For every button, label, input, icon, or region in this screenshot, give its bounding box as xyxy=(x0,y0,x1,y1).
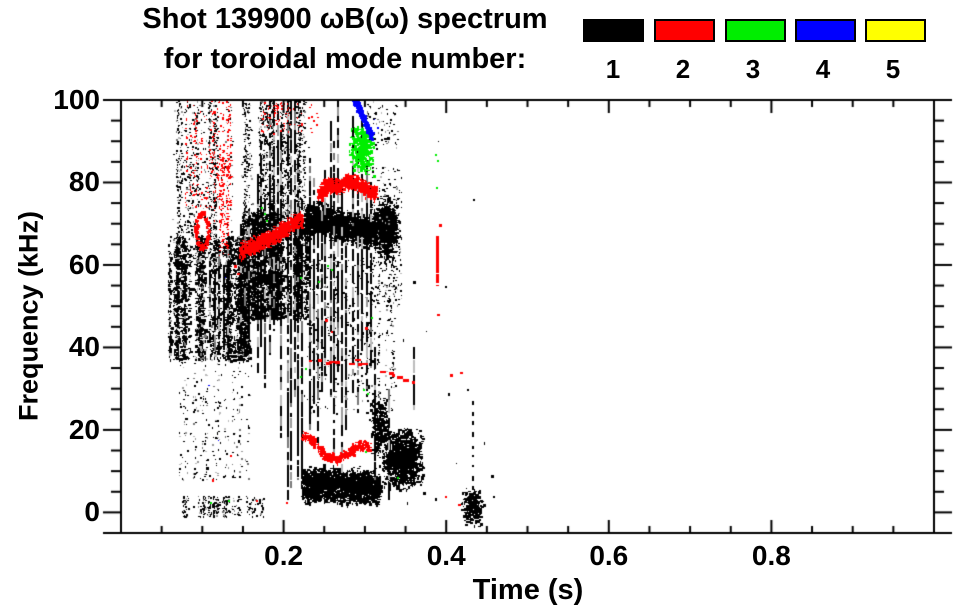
legend-label-mode1: 1 xyxy=(605,54,621,84)
y-tick-label-40: 40 xyxy=(68,331,100,363)
legend-swatch-mode3 xyxy=(725,19,786,42)
legend-label-mode2: 2 xyxy=(675,54,691,84)
y-axis-title: Frequency (kHz) xyxy=(13,210,44,422)
legend-swatch-mode4 xyxy=(795,19,856,42)
legend-swatch-mode2 xyxy=(654,19,715,42)
y-tick-label-0: 0 xyxy=(84,496,100,528)
legend-swatch-mode5 xyxy=(865,19,926,42)
x-tick-label-0.2: 0.2 xyxy=(264,540,304,571)
x-axis-title: Time (s) xyxy=(472,574,584,606)
x-tick-label-0.4: 0.4 xyxy=(426,540,466,571)
y-tick-label-100: 100 xyxy=(53,84,100,115)
chart-title: Shot 139900 ωB(ω) spectrum xyxy=(142,3,548,35)
legend-label-mode4: 4 xyxy=(815,54,831,84)
legend-label-mode5: 5 xyxy=(885,54,901,84)
x-tick-label-0.8: 0.8 xyxy=(751,540,791,571)
chart-subtitle: for toroidal mode number: xyxy=(163,43,527,75)
y-tick-label-20: 20 xyxy=(68,413,100,445)
x-tick-label-0.6: 0.6 xyxy=(589,540,629,571)
y-tick-label-80: 80 xyxy=(68,166,100,198)
legend-swatch-mode1 xyxy=(583,19,644,42)
legend-label-mode3: 3 xyxy=(745,54,761,84)
y-tick-label-60: 60 xyxy=(68,248,100,280)
